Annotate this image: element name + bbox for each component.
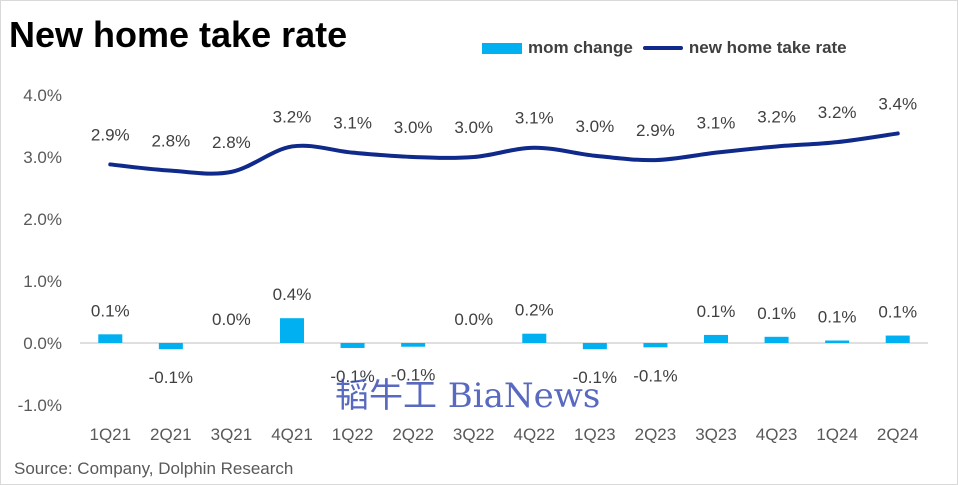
x-tick-label: 2Q23 — [635, 425, 677, 444]
bar-mom-change — [280, 318, 304, 343]
bar-data-label: -0.1% — [633, 366, 677, 385]
line-data-label: 3.1% — [333, 114, 372, 133]
bar-data-label: -0.1% — [391, 366, 435, 385]
legend-item-line: new home take rate — [642, 38, 847, 58]
line-data-label: 2.8% — [151, 132, 190, 151]
line-data-label: 3.1% — [697, 114, 736, 133]
legend-item-bar: mom change — [482, 38, 633, 58]
bar-mom-change — [643, 343, 668, 348]
watermark: 韬牛工 BiaNews — [335, 376, 601, 416]
y-tick-label: 0.0% — [23, 334, 62, 353]
line-data-label: 3.2% — [818, 103, 857, 122]
line-data-label: 3.2% — [757, 107, 796, 126]
bar-data-label: -0.1% — [573, 368, 617, 387]
bar-mom-change — [885, 335, 910, 343]
bar-mom-change — [340, 343, 365, 348]
legend-label-bar: mom change — [528, 38, 633, 57]
line-data-label: 2.9% — [91, 125, 130, 144]
x-tick-label: 4Q22 — [513, 425, 555, 444]
bar-data-label: 0.4% — [273, 285, 312, 304]
bar-data-label: 0.1% — [878, 303, 917, 322]
bar-mom-change — [704, 334, 728, 343]
line-data-label: 3.2% — [273, 107, 312, 126]
x-tick-label: 1Q21 — [89, 425, 131, 444]
y-tick-label: -1.0% — [18, 396, 62, 415]
bar-mom-change — [158, 343, 183, 350]
line-new-home-take-rate — [108, 131, 900, 176]
x-tick-label: 1Q23 — [574, 425, 616, 444]
bar-mom-change — [522, 333, 547, 343]
bar-mom-change — [825, 340, 850, 343]
line-data-label: 3.1% — [515, 109, 554, 128]
bar-mom-change — [98, 334, 123, 343]
bar-mom-change — [401, 343, 426, 347]
x-tick-label: 4Q23 — [756, 425, 798, 444]
bar-data-label: 0.1% — [757, 304, 796, 323]
x-tick-label: 3Q21 — [211, 425, 253, 444]
bar-data-label: 0.0% — [454, 310, 493, 329]
x-tick-label: 2Q24 — [877, 425, 919, 444]
x-tick-label: 2Q21 — [150, 425, 192, 444]
line-data-label: 2.9% — [636, 121, 675, 140]
x-tick-label: 1Q22 — [332, 425, 374, 444]
x-tick-label: 4Q21 — [271, 425, 313, 444]
y-tick-label: 3.0% — [23, 148, 62, 167]
bar-data-label: -0.1% — [330, 367, 374, 386]
x-tick-label: 1Q24 — [816, 425, 858, 444]
x-tick-label: 2Q22 — [392, 425, 434, 444]
line-data-label: 3.4% — [878, 94, 917, 113]
legend: mom change new home take rate — [482, 38, 857, 58]
legend-label-line: new home take rate — [688, 38, 847, 57]
x-tick-label: 3Q22 — [453, 425, 495, 444]
y-tick-label: 1.0% — [23, 272, 62, 291]
bar-mom-change — [582, 343, 607, 350]
legend-swatch-bar — [482, 42, 522, 54]
bar-data-label: -0.1% — [149, 368, 193, 387]
y-tick-label: 4.0% — [23, 86, 62, 105]
bar-data-label: 0.0% — [212, 310, 251, 329]
y-tick-label: 2.0% — [23, 210, 62, 229]
source-note: Source: Company, Dolphin Research — [14, 459, 294, 478]
chart-title: New home take rate — [9, 14, 348, 55]
bar-mom-change — [764, 336, 789, 343]
bar-data-label: 0.1% — [697, 302, 736, 321]
line-data-label: 3.0% — [575, 117, 614, 136]
line-data-label: 2.8% — [212, 133, 251, 152]
x-tick-label: 3Q23 — [695, 425, 737, 444]
bar-data-label: 0.1% — [91, 301, 130, 320]
legend-swatch-line — [642, 46, 683, 50]
bar-data-label: 0.1% — [818, 308, 857, 327]
line-data-label: 3.0% — [454, 118, 493, 137]
bar-data-label: 0.2% — [515, 301, 554, 320]
line-data-label: 3.0% — [394, 118, 433, 137]
